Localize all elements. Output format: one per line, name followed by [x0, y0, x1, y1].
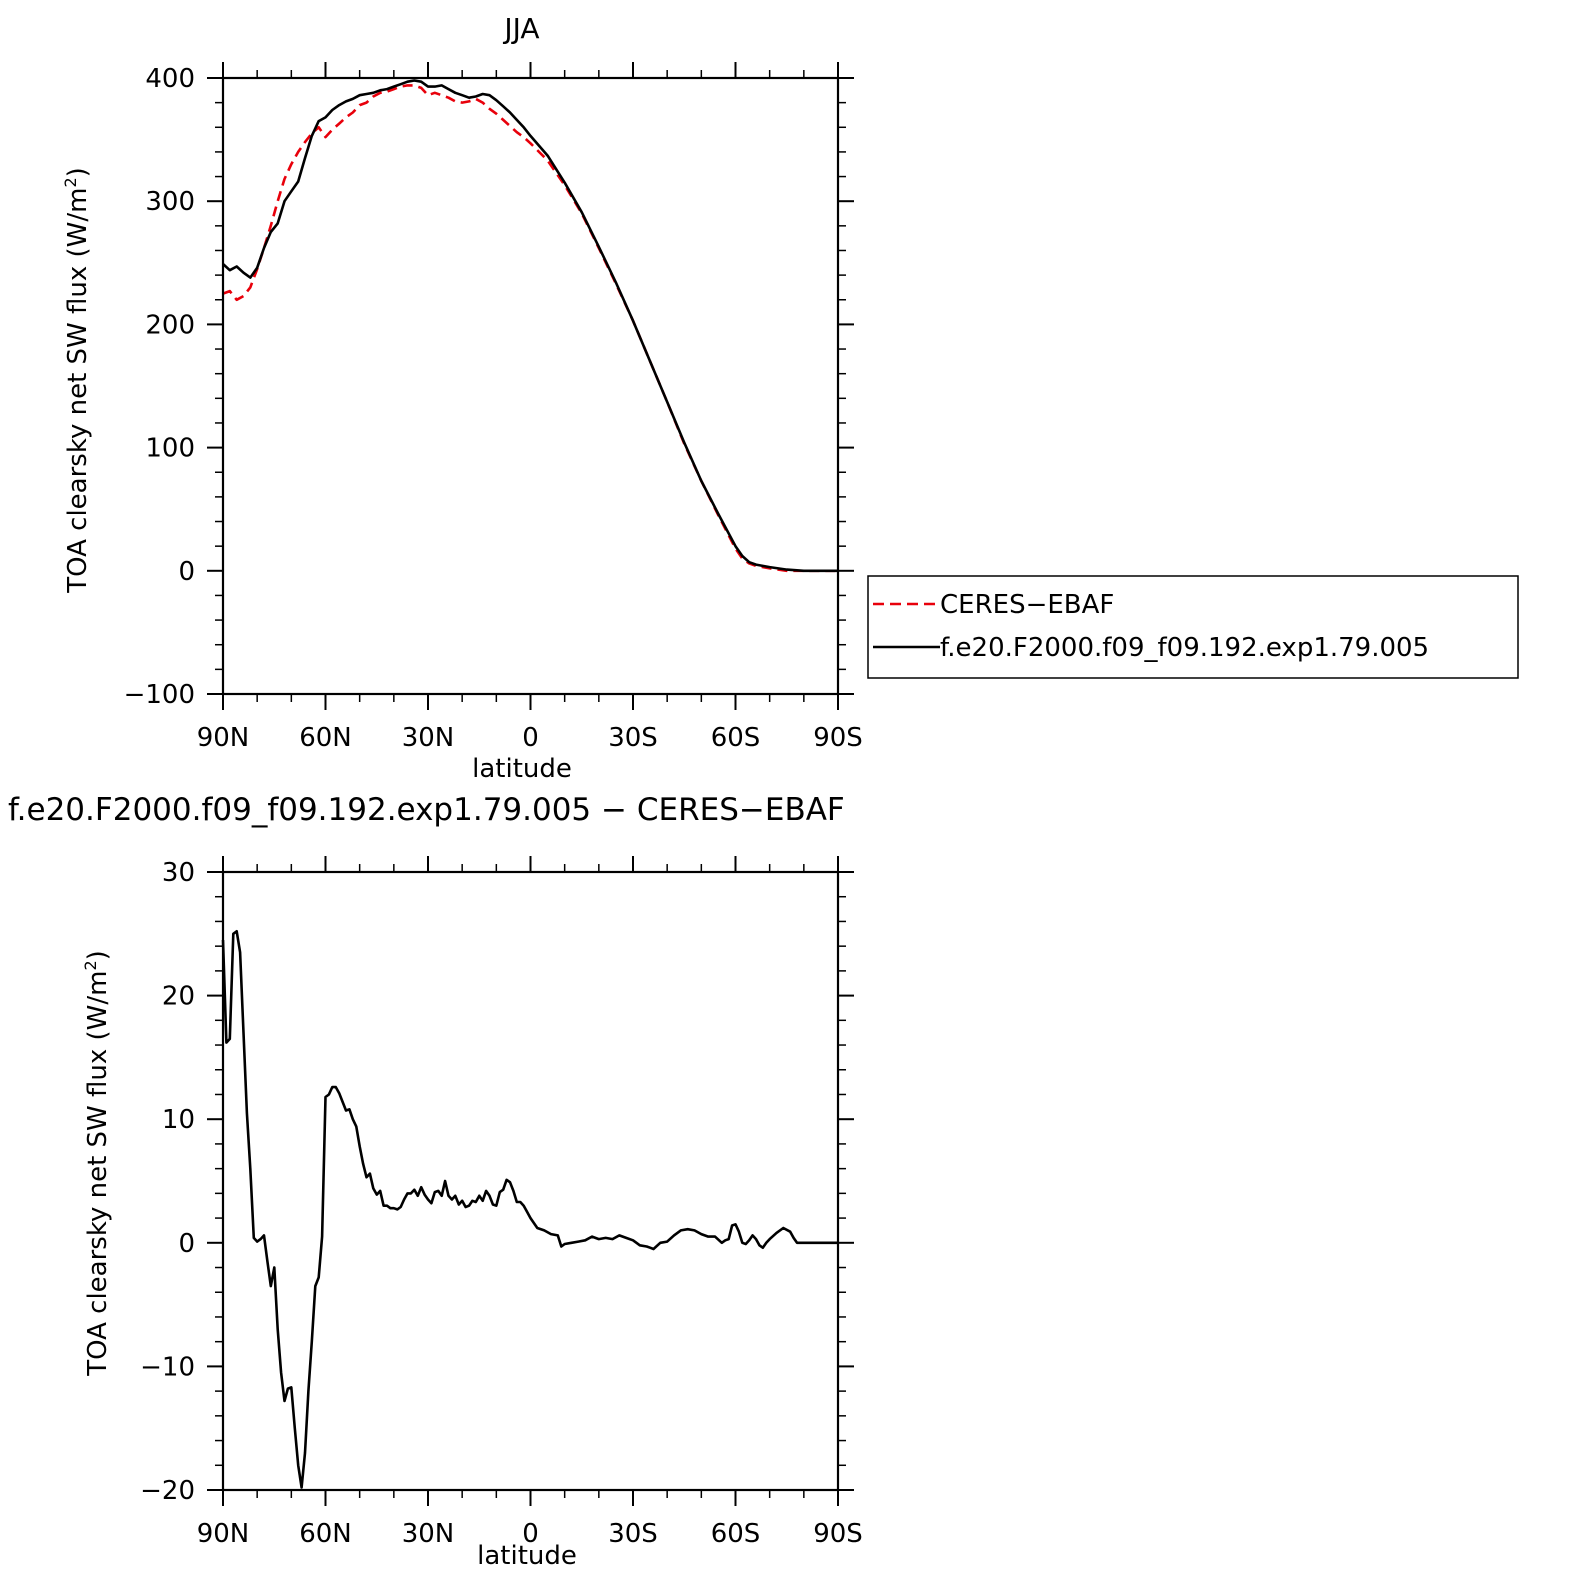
top-x-axis-label: latitude	[472, 754, 572, 784]
bottom-y-axis-label: TOA clearsky net SW flux (W/m2)	[81, 950, 113, 1377]
top-chart-title: JJA	[502, 12, 539, 45]
bottom-x-tick-label: 30S	[608, 1519, 658, 1549]
top-x-tick-label: 90S	[813, 723, 863, 753]
top-y-axis-label: TOA clearsky net SW flux (W/m2)	[61, 167, 93, 594]
bottom-x-tick-label: 60S	[711, 1519, 761, 1549]
panel-top-seasonal-mean: JJA latitude TOA clearsky net SW flux (W…	[61, 12, 863, 784]
bottom-y-axis-label-main: TOA clearsky net SW flux (W/m	[83, 971, 113, 1377]
top-y-tick-label: 300	[145, 187, 195, 217]
bottom-y-tick-label: 30	[162, 858, 195, 888]
panel-bottom-difference: f.e20.F2000.f09_f09.192.exp1.79.005 − CE…	[8, 792, 863, 1571]
bottom-y-axis-label-close: )	[83, 950, 113, 960]
bottom-x-tick-label: 30N	[402, 1519, 455, 1549]
legend-label-model: f.e20.F2000.f09_f09.192.exp1.79.005	[940, 633, 1429, 663]
top-series-line-model	[222, 79, 838, 573]
top-x-tick-label: 0	[522, 723, 539, 753]
top-y-axis-label-main: TOA clearsky net SW flux (W/m	[63, 188, 93, 594]
top-y-tick-label: 0	[178, 557, 195, 587]
bottom-y-tick-label: 0	[178, 1229, 195, 1259]
bottom-x-axis-label: latitude	[477, 1541, 577, 1571]
bottom-y-axis-label-sup: 2	[81, 960, 100, 970]
bottom-x-tick-label: 60N	[299, 1519, 352, 1549]
top-x-tick-label: 30N	[402, 723, 455, 753]
top-y-tick-label: 200	[145, 310, 195, 340]
bottom-x-tick-label: 90N	[197, 1519, 250, 1549]
bottom-x-tick-label: 90S	[813, 1519, 863, 1549]
top-x-tick-label: 90N	[197, 723, 250, 753]
bottom-y-tick-label: 20	[162, 982, 195, 1012]
bottom-y-tick-label: −20	[140, 1476, 195, 1506]
top-y-axis-label-sup: 2	[61, 177, 80, 187]
bottom-plot-frame	[221, 870, 840, 1492]
top-x-tick-label: 30S	[608, 723, 658, 753]
bottom-x-tick-label: 0	[522, 1519, 539, 1549]
top-y-axis-label-close: )	[63, 167, 93, 177]
bottom-y-tick-label: 10	[162, 1105, 195, 1135]
top-x-tick-label: 60N	[299, 723, 352, 753]
legend-label-ceres: CERES−EBAF	[940, 590, 1114, 620]
top-y-tick-label: −100	[124, 680, 195, 710]
top-y-tick-label: 100	[145, 434, 195, 464]
bottom-series-line-model	[221, 929, 838, 1489]
bottom-y-tick-label: −10	[140, 1352, 195, 1382]
top-series-line-ceres	[222, 84, 838, 573]
bottom-chart-title: f.e20.F2000.f09_f09.192.exp1.79.005 − CE…	[8, 792, 845, 828]
top-y-tick-label: 400	[145, 64, 195, 94]
legend: CERES−EBAF f.e20.F2000.f09_f09.192.exp1.…	[867, 575, 1519, 679]
legend-box	[867, 575, 1519, 679]
top-plot-frame	[221, 76, 840, 696]
top-x-tick-label: 60S	[711, 723, 761, 753]
